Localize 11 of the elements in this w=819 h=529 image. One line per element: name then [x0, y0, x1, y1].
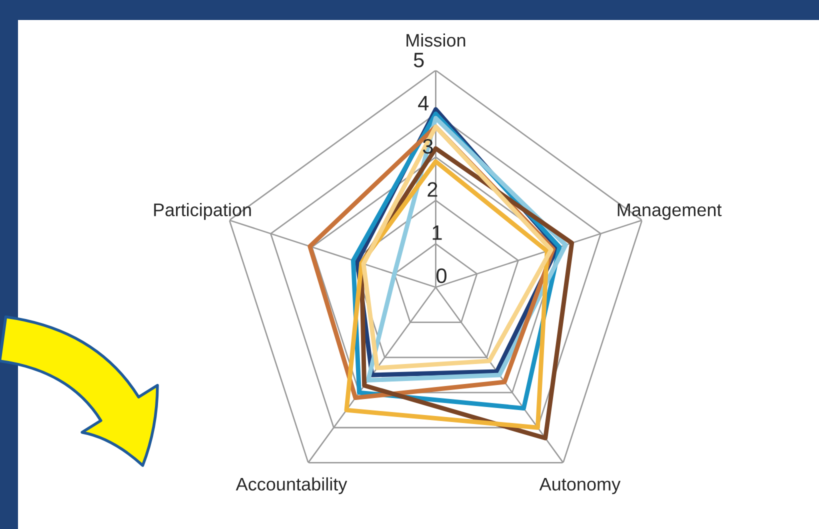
- y-tick-label: 1: [432, 225, 442, 240]
- spoke-label: Mission: [406, 33, 466, 47]
- spoke-label: Autonomy: [539, 478, 621, 494]
- spoke-label: Management: [618, 204, 722, 220]
- spoke-label: Participation: [154, 203, 251, 220]
- spoke-label: Accountability: [236, 477, 348, 494]
- y-tick-label: 2: [428, 182, 438, 197]
- y-tick-label: 5: [414, 52, 424, 68]
- y-tick-label: 3: [422, 138, 433, 154]
- y-tick-label: 0: [436, 268, 446, 284]
- y-tick-label: 4: [418, 96, 429, 110]
